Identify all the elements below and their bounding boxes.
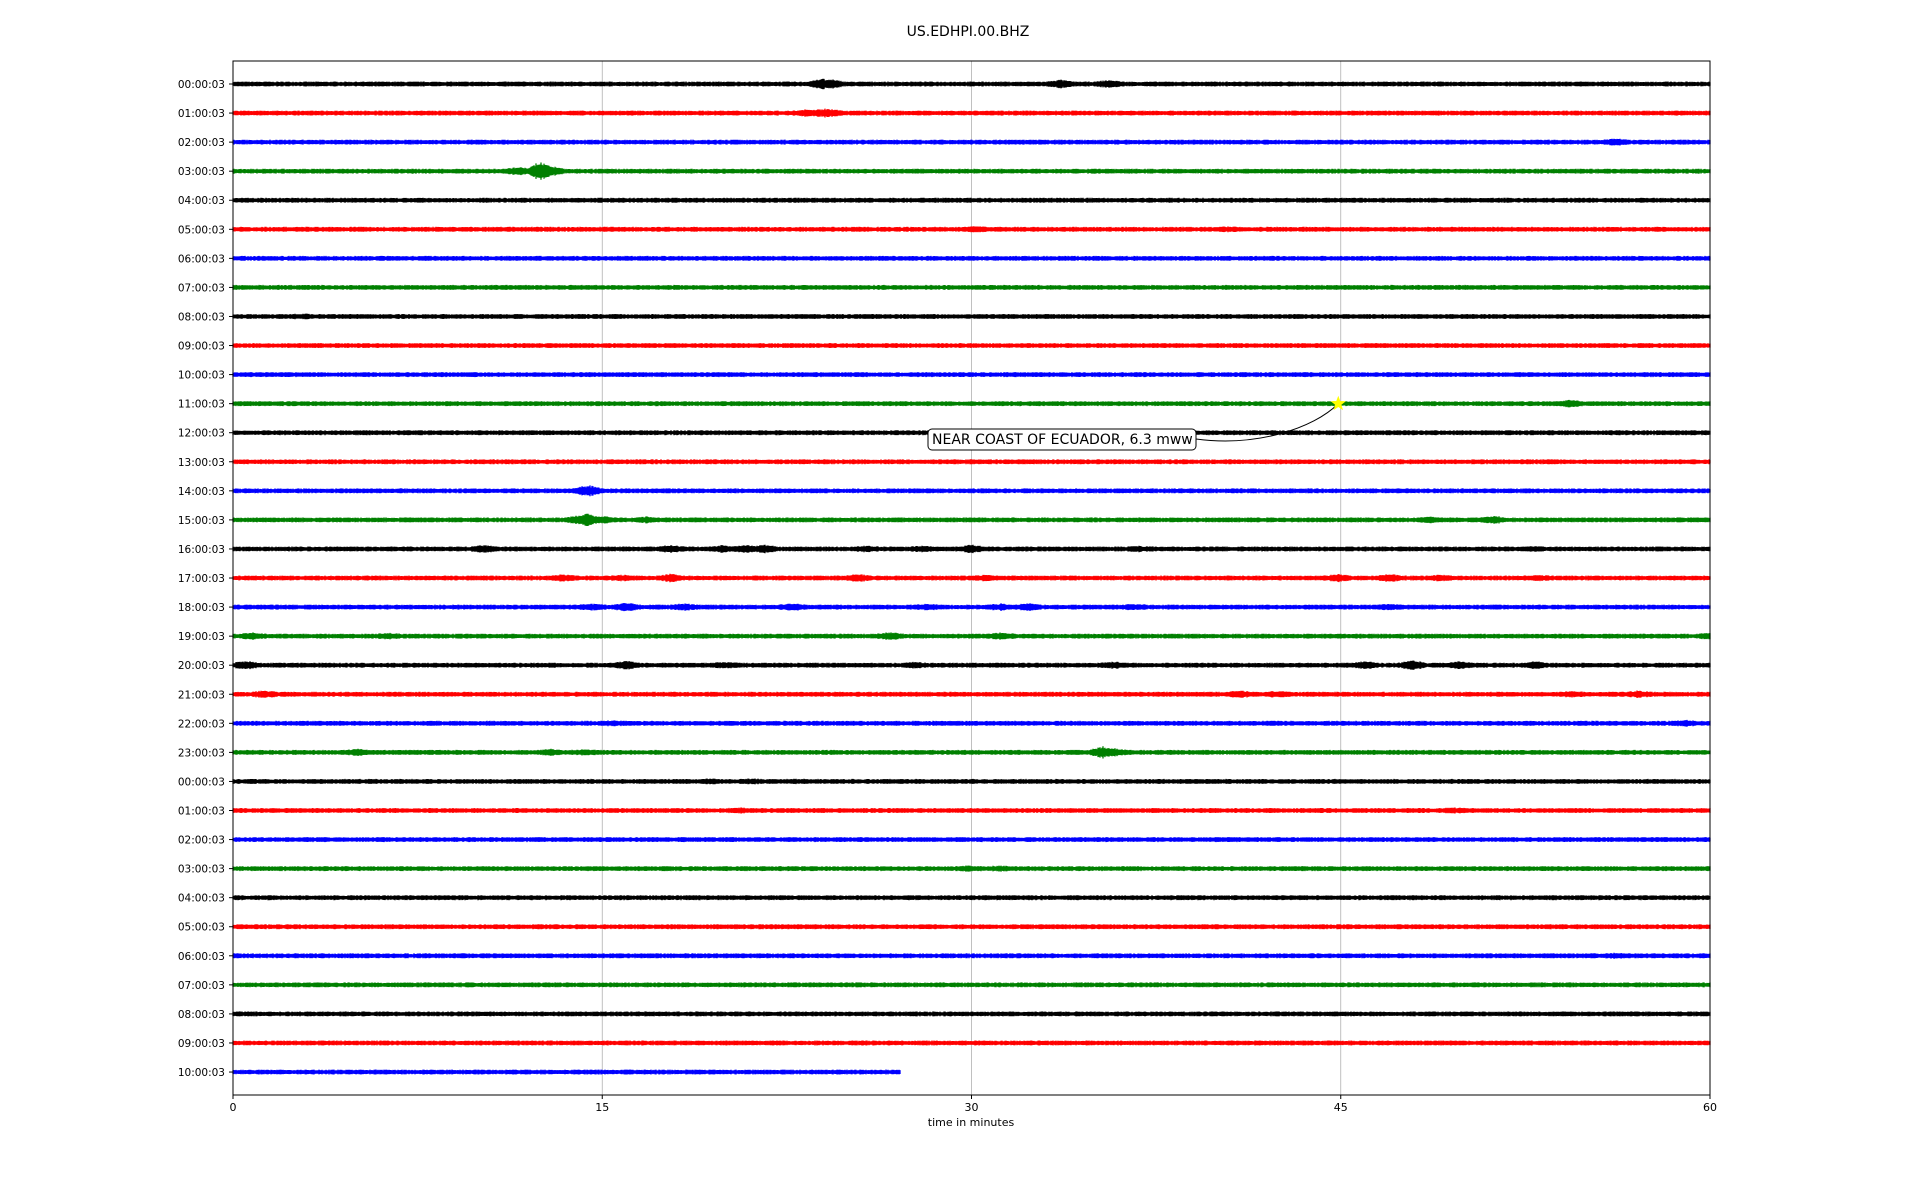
trace-row-5 <box>232 226 1711 233</box>
row-label-4: 04:00:03 <box>178 195 225 207</box>
event-annotation: NEAR COAST OF ECUADOR, 6.3 mww <box>927 395 1346 451</box>
row-label-1: 01:00:03 <box>178 108 225 120</box>
row-label-33: 09:00:03 <box>178 1038 225 1050</box>
trace-row-26 <box>232 837 1711 843</box>
chart-title: US.EDHPI.00.BHZ <box>907 24 1030 40</box>
x-axis-label: time in minutes <box>928 1116 1015 1129</box>
row-label-13: 13:00:03 <box>178 457 225 469</box>
x-axis-ticks: 0 15 30 45 60 <box>230 1095 1717 1114</box>
plot-frame <box>232 60 1711 1096</box>
trace-row-13 <box>232 459 1711 465</box>
x-tick-label-0: 0 <box>230 1101 237 1114</box>
row-label-15: 15:00:03 <box>178 515 225 527</box>
trace-row-34 <box>232 1069 901 1075</box>
row-label-9: 09:00:03 <box>178 341 225 353</box>
row-time-labels: 00:00:03 01:00:03 02:00:03 03:00:03 04:00:03… <box>178 79 233 1079</box>
trace-row-30 <box>232 952 1711 959</box>
row-label-25: 01:00:03 <box>178 806 225 818</box>
row-label-3: 03:00:03 <box>178 166 225 178</box>
row-label-27: 03:00:03 <box>178 864 225 876</box>
trace-lines <box>232 78 1711 1075</box>
event-label: NEAR COAST OF ECUADOR, 6.3 mww <box>932 432 1193 448</box>
row-label-30: 06:00:03 <box>178 951 225 963</box>
row-label-12: 12:00:03 <box>178 428 225 440</box>
row-label-23: 23:00:03 <box>178 747 225 759</box>
row-label-26: 02:00:03 <box>178 835 225 847</box>
row-label-6: 06:00:03 <box>178 253 225 265</box>
row-label-14: 14:00:03 <box>178 486 225 498</box>
row-label-10: 10:00:03 <box>178 370 225 382</box>
row-label-18: 18:00:03 <box>178 602 225 614</box>
row-label-24: 00:00:03 <box>178 776 225 788</box>
x-tick-label-1: 15 <box>595 1101 609 1114</box>
row-label-20: 20:00:03 <box>178 660 225 672</box>
row-label-21: 21:00:03 <box>178 689 225 701</box>
trace-row-28 <box>232 895 1711 901</box>
x-tick-label-4: 60 <box>1703 1101 1717 1114</box>
x-tick-label-3: 45 <box>1334 1101 1348 1114</box>
row-label-5: 05:00:03 <box>178 224 225 236</box>
trace-row-33 <box>232 1040 1711 1046</box>
row-label-16: 16:00:03 <box>178 544 225 556</box>
trace-row-6 <box>232 255 1711 261</box>
trace-row-4 <box>232 197 1711 203</box>
row-label-2: 02:00:03 <box>178 137 225 149</box>
row-label-8: 08:00:03 <box>178 311 225 323</box>
row-label-34: 10:00:03 <box>178 1067 225 1079</box>
row-label-19: 19:00:03 <box>178 631 225 643</box>
trace-row-32 <box>232 1011 1711 1017</box>
event-label-box <box>927 428 1197 451</box>
trace-row-7 <box>232 284 1711 290</box>
row-label-17: 17:00:03 <box>178 573 225 585</box>
x-tick-label-2: 30 <box>965 1101 979 1114</box>
row-label-7: 07:00:03 <box>178 282 225 294</box>
row-label-32: 08:00:03 <box>178 1009 225 1021</box>
row-label-28: 04:00:03 <box>178 893 225 905</box>
row-label-11: 11:00:03 <box>178 399 225 411</box>
event-star-icon <box>1330 395 1346 411</box>
row-label-31: 07:00:03 <box>178 980 225 992</box>
trace-row-10 <box>232 372 1711 378</box>
trace-row-29 <box>232 924 1711 930</box>
trace-row-9 <box>232 343 1711 348</box>
event-leader-line <box>1195 403 1339 442</box>
row-label-22: 22:00:03 <box>178 718 225 730</box>
row-label-29: 05:00:03 <box>178 922 225 934</box>
row-label-0: 00:00:03 <box>178 79 225 91</box>
